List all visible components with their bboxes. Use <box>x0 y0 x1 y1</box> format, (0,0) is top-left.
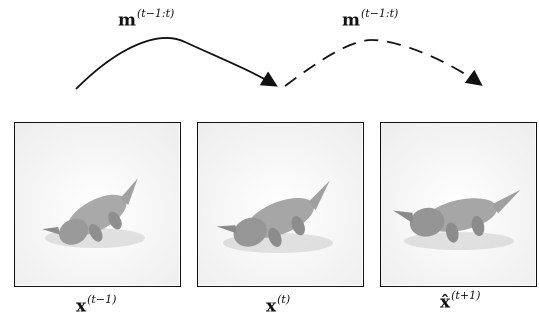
dashed-motion-arrow <box>284 39 483 87</box>
triceratops-image-current <box>198 123 362 285</box>
caption-predicted: x̂(t+1) <box>440 289 481 313</box>
motion-label-predicted: m(t−1:t) <box>342 7 399 31</box>
motion-label-observed: m(t−1:t) <box>118 7 175 31</box>
frame-previous <box>14 122 181 287</box>
solid-motion-arrow <box>75 37 278 90</box>
frame-current <box>197 122 364 287</box>
frame-predicted <box>380 122 537 287</box>
caption-previous: x(t−1) <box>76 293 117 317</box>
triceratops-image-previous <box>15 123 179 285</box>
triceratops-image-predicted <box>381 123 535 285</box>
caption-current: x(t) <box>266 293 291 317</box>
